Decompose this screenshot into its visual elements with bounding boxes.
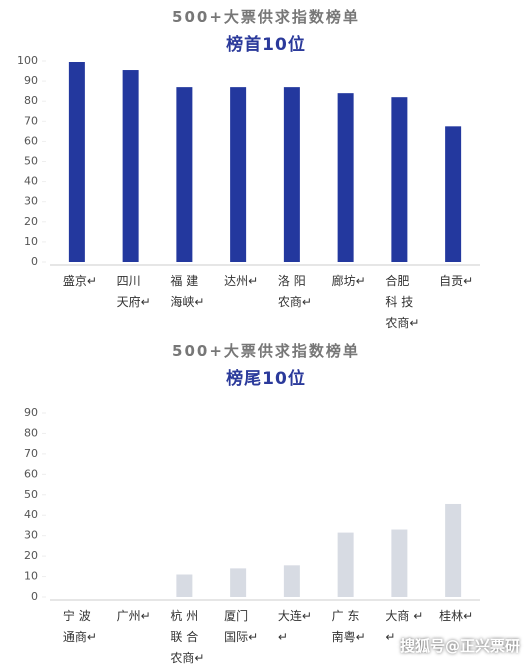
x-tick-label: 广州↵: [116, 609, 151, 623]
x-tick-label: 宁 波 通商↵: [62, 609, 97, 644]
y-tick-label: 70: [24, 114, 38, 127]
chart-subtitle: 榜首10位: [226, 35, 306, 55]
bar: [445, 503, 462, 597]
bar: [391, 529, 408, 597]
y-tick-label: 80: [24, 426, 38, 439]
y-tick-label: 50: [24, 488, 38, 501]
chart-subtitle: 榜尾10位: [226, 369, 306, 389]
y-tick-label: 10: [24, 235, 38, 248]
x-tick-label: 达州↵: [224, 274, 259, 288]
y-tick-label: 30: [24, 529, 38, 542]
chart-title: 500+大票供求指数榜单: [172, 8, 360, 26]
bar: [230, 87, 247, 262]
y-tick-label: 60: [24, 134, 38, 147]
y-tick-label: 90: [24, 406, 38, 419]
x-tick-label: 四川 天府↵: [116, 274, 151, 309]
bar: [445, 126, 462, 262]
x-tick-label: 大商 ↵ ↵: [385, 609, 424, 644]
x-tick-label: 杭 州 联 合 农商↵: [170, 609, 205, 664]
x-tick-label: 福 建 海峡↵: [170, 274, 205, 309]
y-tick-label: 100: [17, 54, 38, 67]
x-tick-label: 桂林↵: [439, 609, 474, 623]
bar: [283, 87, 300, 262]
bar: [283, 565, 300, 597]
y-tick-label: 40: [24, 508, 38, 521]
y-tick-label: 80: [24, 94, 38, 107]
x-tick-label: 合肥 科 技 农商↵: [385, 274, 420, 330]
x-tick-label: 厦门 国际↵: [224, 609, 259, 644]
x-tick-label: 廊坊↵: [331, 274, 366, 288]
y-tick-label: 0: [31, 255, 38, 268]
chart-title: 500+大票供求指数榜单: [172, 342, 360, 360]
y-tick-label: 30: [24, 195, 38, 208]
bar: [337, 532, 354, 597]
watermark: 搜狐号@正兴票研: [399, 637, 520, 655]
x-tick-label: 广 东 南粤↵: [331, 609, 366, 644]
bar: [337, 93, 354, 262]
bar: [68, 62, 85, 262]
y-tick-label: 60: [24, 467, 38, 480]
bar: [176, 87, 193, 262]
y-tick-label: 10: [24, 570, 38, 583]
y-tick-label: 90: [24, 74, 38, 87]
x-tick-label: 盛京↵: [62, 274, 97, 288]
y-tick-label: 20: [24, 549, 38, 562]
y-tick-label: 40: [24, 175, 38, 188]
x-tick-label: 自贡↵: [439, 274, 474, 288]
y-tick-label: 70: [24, 447, 38, 460]
bar: [176, 574, 193, 597]
bar: [230, 568, 247, 597]
bar: [391, 97, 408, 263]
y-tick-label: 50: [24, 155, 38, 168]
x-tick-label: 洛 阳 农商↵: [277, 274, 312, 309]
x-tick-label: 大连↵ ↵: [277, 609, 312, 644]
bar: [122, 70, 139, 262]
y-tick-label: 20: [24, 215, 38, 228]
y-tick-label: 0: [31, 590, 38, 603]
